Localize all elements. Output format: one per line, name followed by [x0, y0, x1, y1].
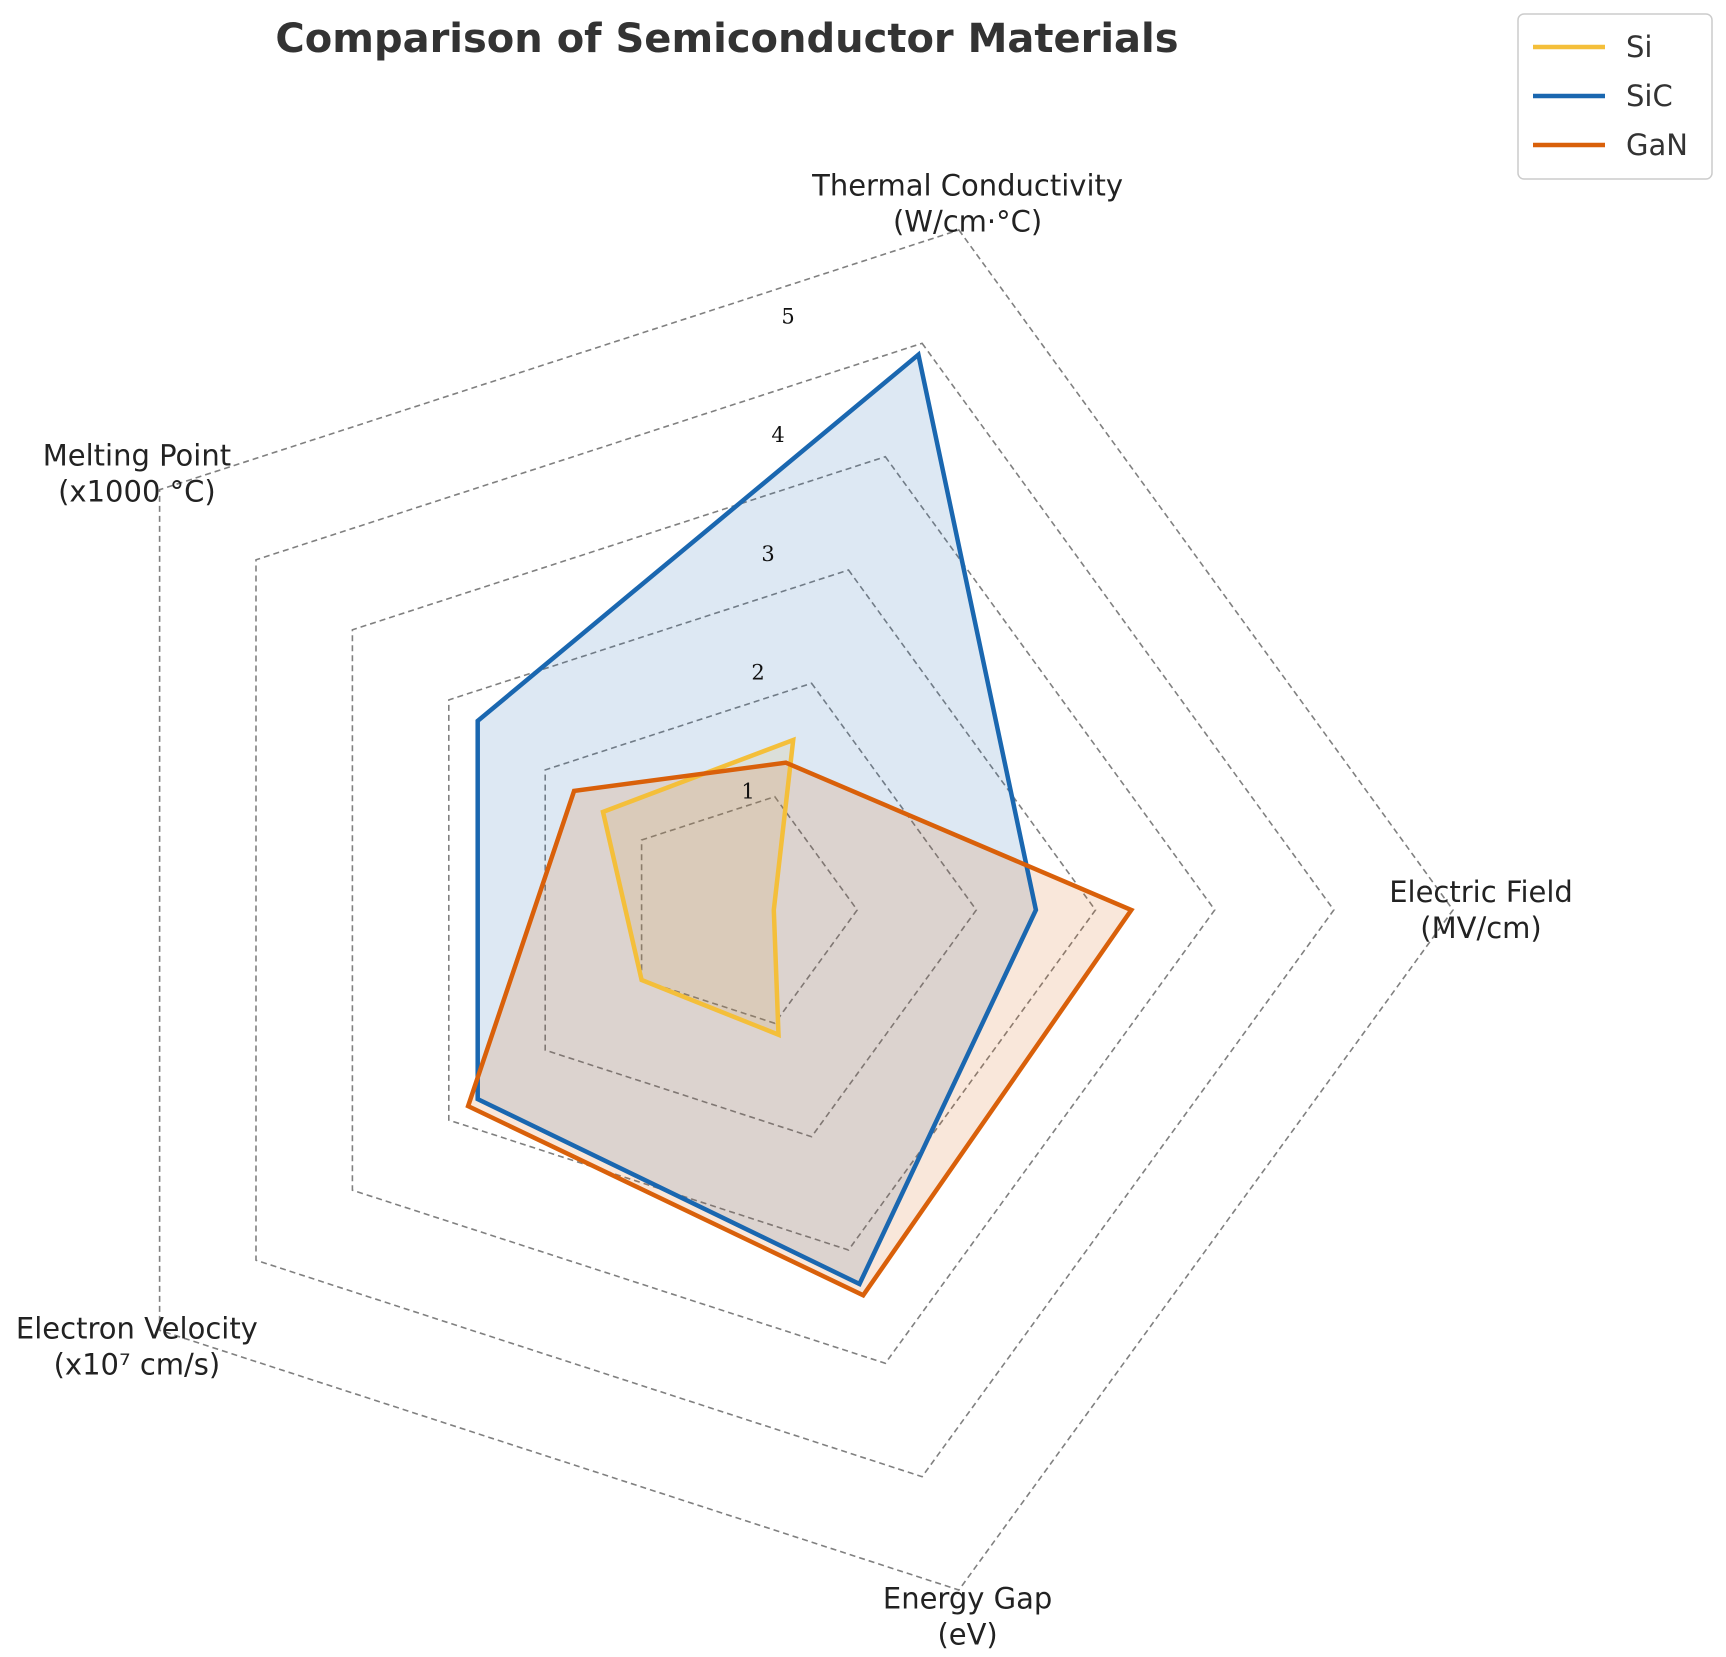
radial-tick-label: 2 [751, 661, 764, 685]
radial-ticks: 1 2 3 4 5 [741, 304, 794, 803]
legend-label-sic: SiC [1626, 79, 1673, 113]
axis-label-line1: Thermal Conductivity [811, 168, 1123, 202]
radial-tick-label: 4 [771, 423, 784, 447]
axis-label-line1: Electron Velocity [16, 1312, 258, 1346]
axis-label-line2: (MV/cm) [1420, 911, 1541, 945]
radar-series [465, 350, 1135, 1299]
legend: Si SiC GaN [1517, 13, 1713, 180]
series-line-sic [475, 350, 1039, 1288]
series-fill-si [603, 740, 794, 1035]
grid-ring [255, 342, 1335, 1478]
series-fill-sic [477, 354, 1036, 1284]
legend-frame [1517, 13, 1713, 180]
axis-label-line1: Melting Point [43, 438, 231, 472]
axis-label: Melting Point (x1000 °C) [43, 438, 231, 508]
series-line-si [600, 736, 796, 1039]
axis-label-line1: Energy Gap [883, 1582, 1052, 1616]
axis-label-line2: (eV) [937, 1618, 997, 1652]
grid-ring [640, 795, 859, 1025]
axis-label-line2: (W/cm·°C) [893, 204, 1042, 238]
radial-tick-label: 5 [781, 304, 794, 328]
axis-label-line2: (x10⁷ cm/s) [54, 1348, 221, 1382]
legend-label-gan: GaN [1626, 128, 1688, 162]
axis-label: Electric Field (MV/cm) [1389, 875, 1573, 945]
radar-grid [158, 229, 1454, 1591]
axis-label-line1: Electric Field [1389, 875, 1573, 909]
series-fill-gan [468, 762, 1132, 1296]
series-line-gan [465, 760, 1135, 1299]
grid-ring [158, 229, 1454, 1591]
grid-ring [351, 455, 1216, 1365]
axis-labels: Thermal Conductivity (W/cm·°C) Electric Fi… [16, 168, 1573, 1651]
grid-ring [447, 569, 1097, 1251]
axis-label: Electron Velocity (x10⁷ cm/s) [16, 1312, 258, 1382]
legend-label-si: Si [1626, 30, 1652, 64]
axis-label: Thermal Conductivity (W/cm·°C) [811, 168, 1123, 238]
radial-tick-label: 3 [761, 542, 774, 566]
grid-ring [544, 682, 978, 1138]
radial-tick-label: 1 [741, 779, 754, 803]
chart-title: Comparison of Semiconductor Materials [275, 16, 1178, 62]
axis-label-line2: (x1000 °C) [58, 474, 216, 508]
axis-label: Energy Gap (eV) [883, 1582, 1052, 1652]
